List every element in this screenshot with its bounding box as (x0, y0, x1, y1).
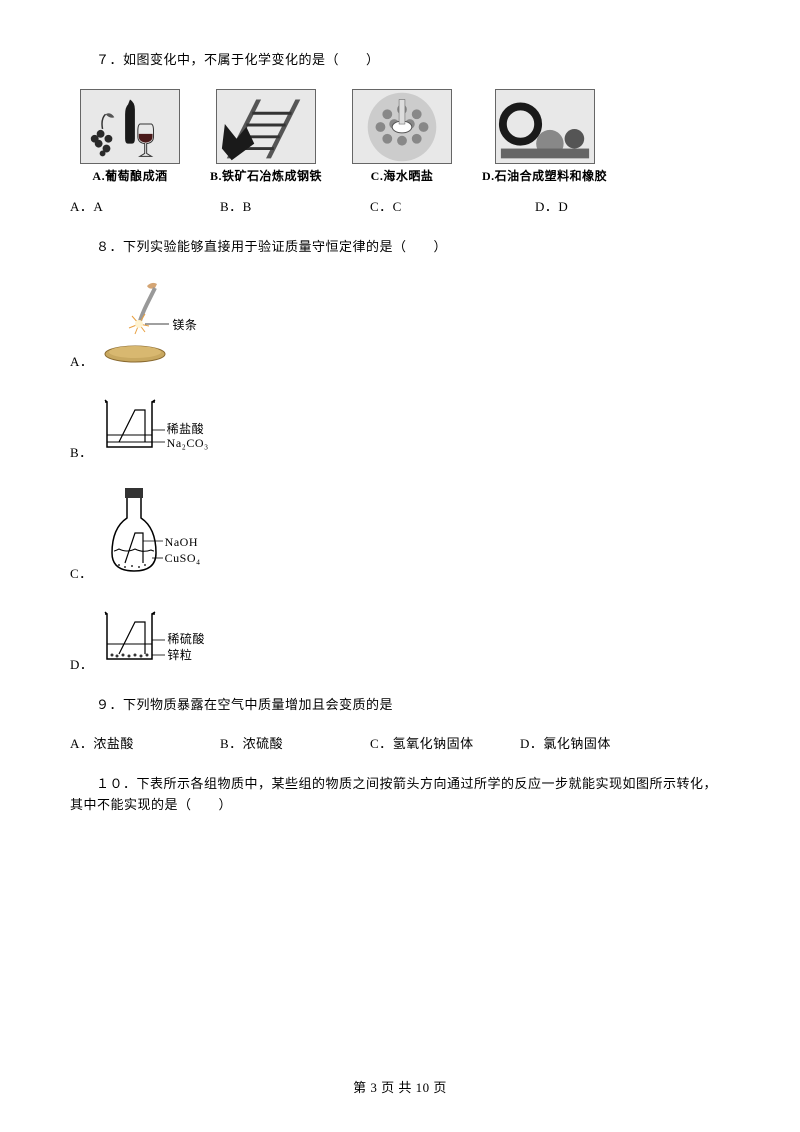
q10-text: １０．下表所示各组物质中，某些组的物质之间按箭头方向通过所学的反应一步就能实现如… (70, 774, 730, 816)
beaker-hcl-icon: 稀盐酸 Na₂CO₃ (97, 392, 247, 461)
q8-option-b: B． 稀盐酸 Na₂CO₃ (70, 392, 730, 461)
q7-caption-a: A.葡萄酿成酒 (92, 167, 167, 184)
flask-naoh-icon: NaOH CuSO₄ (97, 483, 247, 582)
grapes-wine-icon (80, 89, 180, 164)
seawater-salt-icon (352, 89, 452, 164)
cuso4-label: CuSO₄ (165, 551, 201, 567)
mg-burning-icon: 镁条 (97, 276, 227, 370)
q8-option-c: C． NaOH CuSO₄ (70, 483, 730, 582)
naoh-label: NaOH (165, 535, 198, 551)
q9-text: ９．下列物质暴露在空气中质量增加且会变质的是 (70, 695, 730, 716)
q7-img-d: D.石油合成塑料和橡胶 (482, 89, 607, 184)
q7-answers: A．A B．B C．C D．D (70, 196, 730, 215)
q7-ans-d: D．D (535, 196, 655, 215)
h2so4-label: 稀硫酸 (167, 632, 205, 648)
q8-text: ８．下列实验能够直接用于验证质量守恒定律的是（ ） (70, 237, 730, 258)
q7-text: ７．如图变化中，不属于化学变化的是（ ） (70, 50, 730, 71)
q8-label-b: B． (70, 442, 93, 461)
q7-img-b: B.铁矿石冶炼成钢铁 (210, 89, 322, 184)
q7-caption-d: D.石油合成塑料和橡胶 (482, 167, 607, 184)
q8-label-c: C． (70, 563, 93, 582)
q9-answers: A．浓盐酸 B．浓硫酸 C．氢氧化钠固体 D．氯化钠固体 (70, 733, 730, 752)
q9-ans-c: C．氢氧化钠固体 (370, 733, 520, 752)
mg-label: 镁条 (172, 318, 197, 334)
q7-caption-b: B.铁矿石冶炼成钢铁 (210, 167, 322, 184)
q8-label-d: D． (70, 654, 93, 673)
q9-ans-b: B．浓硫酸 (220, 733, 370, 752)
q7-img-c: C.海水晒盐 (352, 89, 452, 184)
q9-ans-d: D．氯化钠固体 (520, 733, 650, 752)
q8-label-a: A． (70, 351, 93, 370)
q8-option-a: A． 镁条 (70, 276, 730, 370)
q8-option-d: D． 稀硫酸 锌粒 (70, 604, 730, 673)
na2co3-label: Na₂CO₃ (167, 436, 209, 452)
q9-ans-a: A．浓盐酸 (70, 733, 220, 752)
q7-caption-c: C.海水晒盐 (371, 167, 434, 184)
q7-images-row: A.葡萄酿成酒 B.铁矿石冶炼成钢铁 (70, 89, 730, 184)
page-footer: 第 3 页 共 10 页 (0, 1077, 800, 1096)
q7-ans-c: C．C (370, 196, 535, 215)
q7-img-a: A.葡萄酿成酒 (80, 89, 180, 184)
beaker-h2so4-icon: 稀硫酸 锌粒 (97, 604, 247, 673)
zn-label: 锌粒 (167, 648, 192, 664)
iron-ore-icon (216, 89, 316, 164)
oil-plastic-icon (495, 89, 595, 164)
q7-ans-a: A．A (70, 196, 220, 215)
q7-ans-b: B．B (220, 196, 370, 215)
